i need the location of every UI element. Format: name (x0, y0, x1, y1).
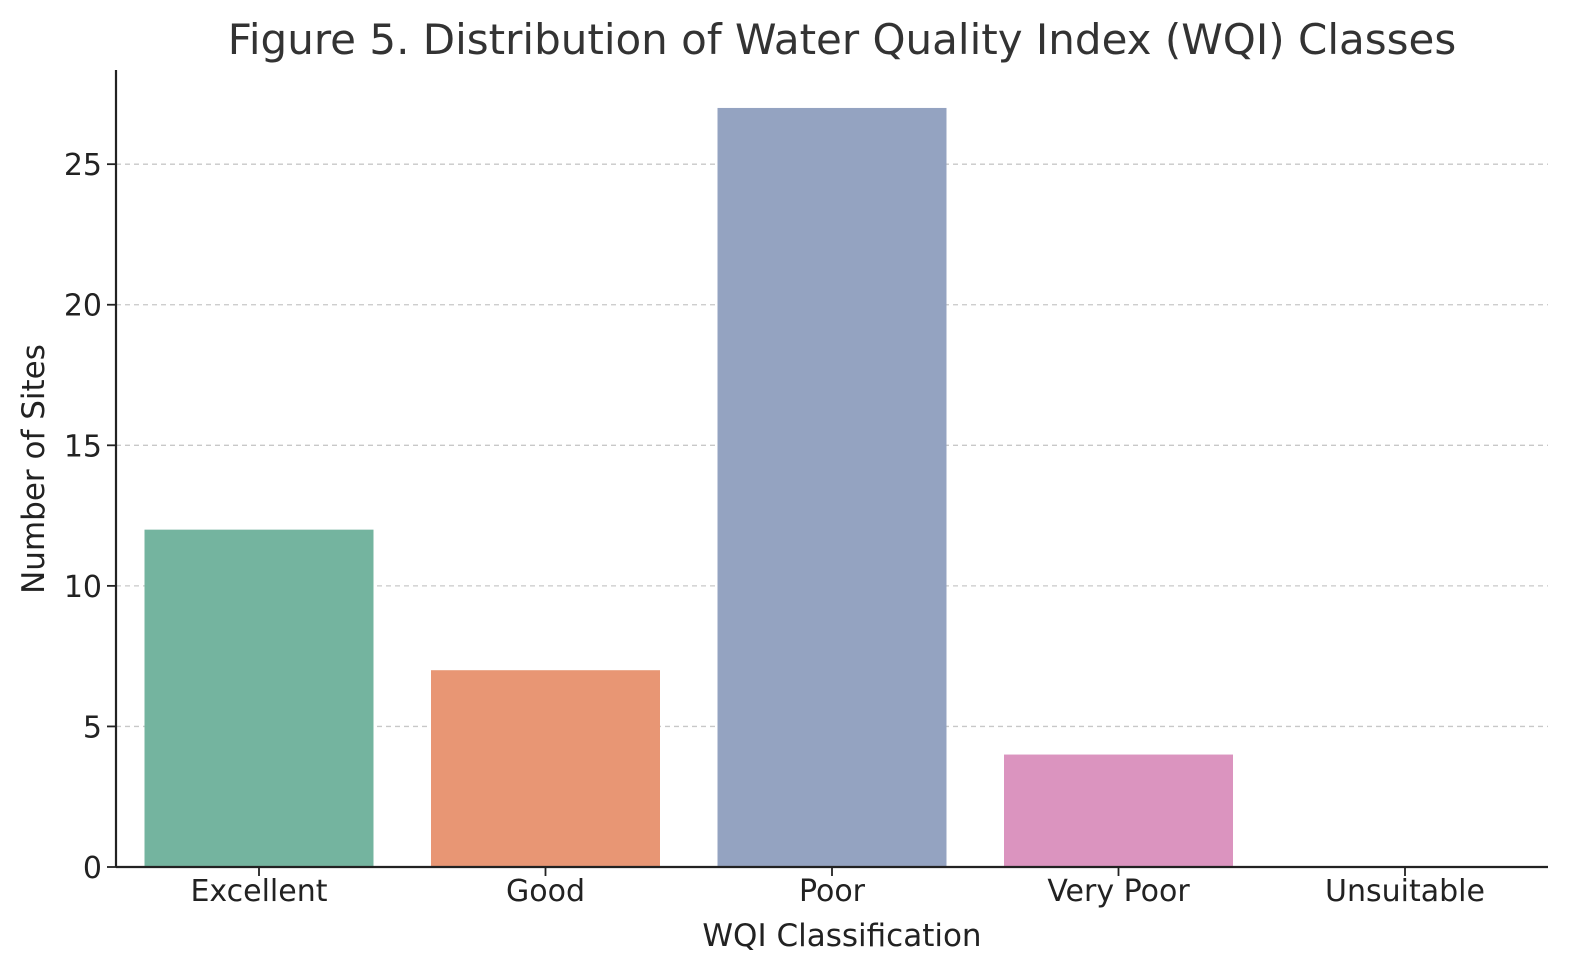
y-tick-labels: 0 5 10 15 20 25 (64, 148, 116, 886)
x-tick-label: Very Poor (1047, 874, 1190, 909)
x-tick-label: Excellent (190, 874, 327, 909)
y-tick-label: 10 (64, 570, 102, 605)
y-tick-label: 25 (64, 148, 102, 183)
bar-excellent (144, 529, 374, 867)
y-tick-label: 20 (64, 289, 102, 324)
y-tick-label: 0 (83, 851, 102, 886)
y-tick-label: 15 (64, 429, 102, 464)
x-tick-label: Unsuitable (1325, 874, 1485, 909)
chart-title: Figure 5. Distribution of Water Quality … (228, 15, 1456, 64)
x-tick-label: Poor (799, 874, 866, 909)
bar-poor (717, 107, 947, 867)
bars (144, 107, 1233, 867)
x-tick-labels: Excellent Good Poor Very Poor Unsuitable (190, 867, 1485, 909)
y-axis-label: Number of Sites (16, 344, 52, 594)
y-tick-label: 5 (83, 710, 102, 745)
bar-good (431, 670, 660, 867)
x-tick-label: Good (506, 874, 585, 909)
bar-very-poor (1004, 754, 1233, 867)
x-axis-label: WQI Classification (702, 918, 981, 954)
